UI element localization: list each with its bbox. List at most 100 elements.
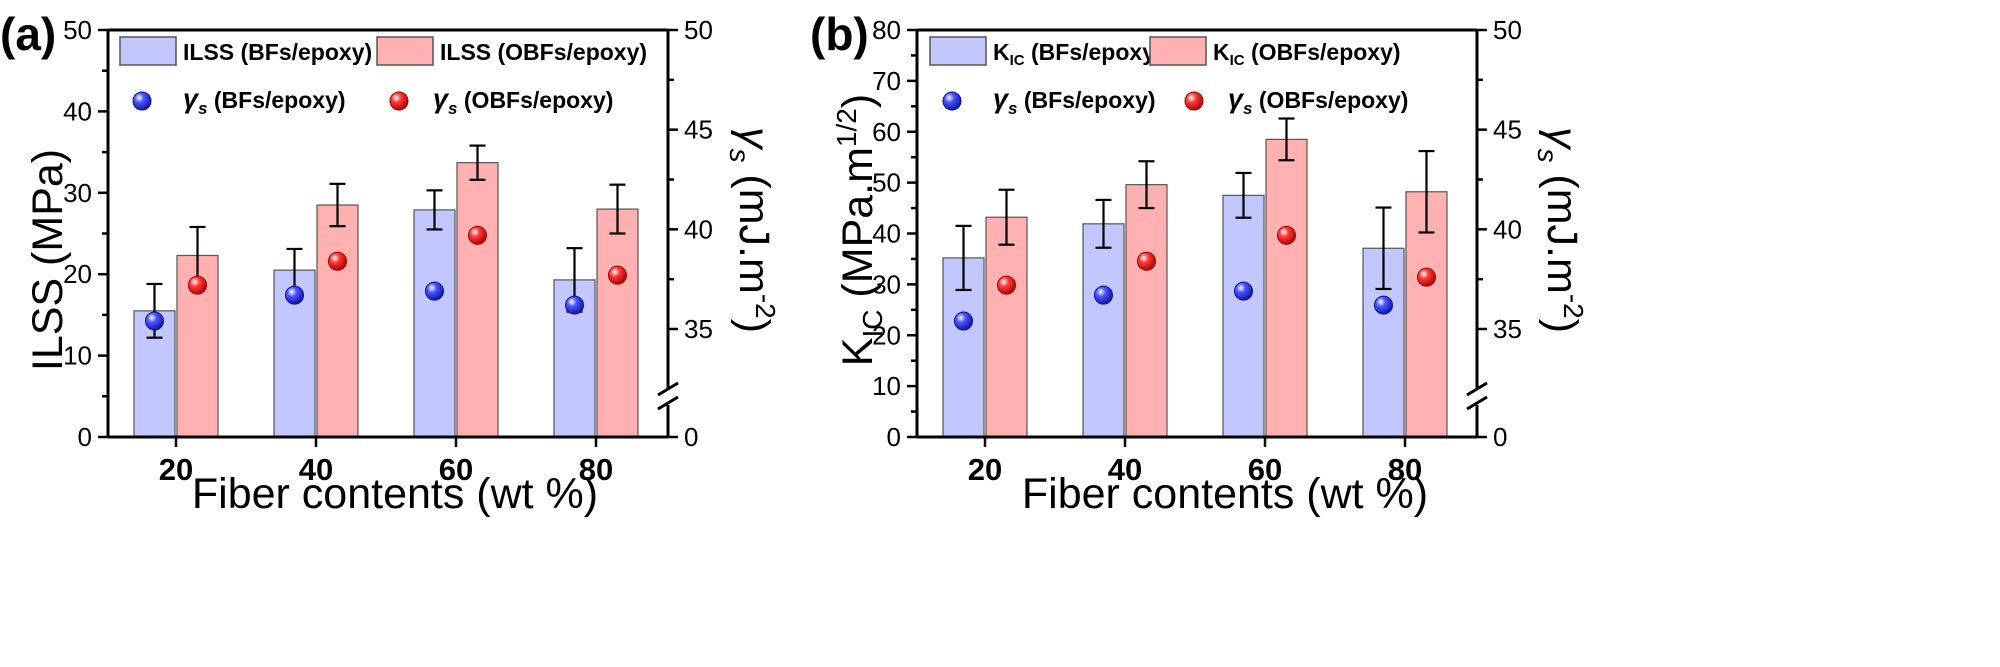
y2-tick-label-45: 45 xyxy=(1493,115,1522,145)
legend-label-gamma-obf: γs (OBFs/epoxy) xyxy=(433,84,613,118)
y-subscript-b: IC xyxy=(857,310,888,338)
legend-marker-gamma-obf xyxy=(389,91,409,111)
bar-obf-60 xyxy=(1265,138,1308,438)
y2-close-a: ) xyxy=(730,319,778,333)
y2-axis-label-b: γs (mJ.m-2) xyxy=(1532,127,1589,333)
legend-swatch-kic-obf xyxy=(1149,36,1207,66)
panel-label-a: (a) xyxy=(0,8,56,60)
y-axis-label-a: ILSS (MPa) xyxy=(24,149,72,371)
bar-obf-80 xyxy=(596,208,639,438)
y2-symbol-a: γ xyxy=(730,127,778,151)
y2-tick-label-35: 35 xyxy=(1493,314,1522,344)
y-tick-label-20: 20 xyxy=(63,259,92,289)
legend-label-gamma-obf-b: γs (OBFs/epoxy) xyxy=(1228,84,1408,118)
y-tick-label-50: 50 xyxy=(872,168,901,198)
y2-close-b: ) xyxy=(1538,319,1586,333)
y-tick-label-70: 70 xyxy=(872,66,901,96)
y-tick-label-50: 50 xyxy=(63,15,92,45)
y2-tick-label-0: 0 xyxy=(684,422,698,452)
legend-marker-gamma-bf-b xyxy=(942,91,962,111)
point-gamma-bf-80 xyxy=(1374,295,1393,315)
y2-tick-label-0: 0 xyxy=(1493,422,1507,452)
y-tick-label-20: 20 xyxy=(872,320,901,350)
y2-tick-label-35: 35 xyxy=(684,314,713,344)
x-tick-label-40: 40 xyxy=(1108,452,1142,487)
legend-marker-gamma-bf xyxy=(132,91,152,111)
y-tick-label-0: 0 xyxy=(887,422,901,452)
legend-marker-gamma-obf-b xyxy=(1184,91,1204,111)
y-tick-label-40: 40 xyxy=(872,219,901,249)
y2-subscript-a: s xyxy=(724,148,755,162)
legend-label-gamma-bf-b: γs (BFs/epoxy) xyxy=(993,84,1156,118)
y2-units-b: (mJ.m xyxy=(1538,162,1586,293)
bar-obf-40 xyxy=(1125,184,1168,438)
x-tick-label-80: 80 xyxy=(579,452,613,487)
chart-panel-b: (b) KIC (MPa.m1/2) γs (mJ.m-2) 0 10 20 30 40… xyxy=(810,8,1589,518)
y-units-b: (MPa.m xyxy=(834,147,882,309)
point-gamma-bf-20 xyxy=(145,311,164,331)
legend-swatch-ilss-bf xyxy=(119,36,177,66)
x-tick-label-60: 60 xyxy=(439,452,473,487)
y2-tick-label-45: 45 xyxy=(684,115,713,145)
y-axis-title-b: KIC (MPa.m1/2) xyxy=(831,94,888,366)
chart-panel-a: (a) ILSS (MPa) γs (mJ.m-2) 0 10 20 30 40 50 0 3… xyxy=(0,8,781,518)
legend-label-ilss-obf: ILSS (OBFs/epoxy) xyxy=(440,39,647,65)
y-axis-title-a: ILSS (MPa) xyxy=(24,149,72,371)
y2-tick-label-40: 40 xyxy=(1493,214,1522,244)
x-axis-label-b: Fiber contents (wt %) xyxy=(1022,470,1428,518)
x-tick-label-20: 20 xyxy=(968,452,1002,487)
y2-axis-title-b: γs (mJ.m-2) xyxy=(1532,127,1589,333)
bar-obf-40 xyxy=(316,204,359,438)
point-gamma-obf-60 xyxy=(468,225,487,245)
y-tick-label-40: 40 xyxy=(63,96,92,126)
y2-break-mark-1 xyxy=(1466,381,1488,397)
point-gamma-obf-40 xyxy=(328,251,347,271)
y2-break-mark-2 xyxy=(1466,395,1488,411)
y-tick-label-30: 30 xyxy=(872,269,901,299)
point-gamma-bf-40 xyxy=(1094,285,1113,305)
point-gamma-obf-20 xyxy=(188,275,207,295)
plot-area-b: 0 10 20 30 40 50 60 70 80 0 35 40 45 50 20 40 60 80 xyxy=(872,15,1522,487)
bar-bf-40 xyxy=(1082,223,1125,438)
legend-label-kic-obf: KIC (OBFs/epoxy) xyxy=(1213,39,1401,69)
point-gamma-bf-40 xyxy=(285,285,304,305)
legend-a: ILSS (BFs/epoxy) ILSS (OBFs/epoxy) γs (B… xyxy=(119,36,647,118)
point-gamma-bf-60 xyxy=(425,281,444,301)
bar-bf-60 xyxy=(1222,194,1265,438)
plot-area-a: 0 10 20 30 40 50 0 35 40 45 50 20 40 60 80 xyxy=(63,15,713,487)
y2-units-a: (mJ.m xyxy=(730,162,778,293)
y2-symbol-b: γ xyxy=(1538,127,1586,151)
y2-axis-title-a: γs (mJ.m-2) xyxy=(724,127,781,333)
y-tick-label-10: 10 xyxy=(872,371,901,401)
y2-superscript-a: -2 xyxy=(750,294,781,319)
legend-label-gamma-bf: γs (BFs/epoxy) xyxy=(183,84,346,118)
y-superscript-b: 1/2 xyxy=(831,108,862,147)
y2-subscript-b: s xyxy=(1532,148,1563,162)
y2-tick-label-50: 50 xyxy=(1493,15,1522,45)
bar-bf-60 xyxy=(413,209,456,438)
panel-label-b: (b) xyxy=(810,8,869,60)
x-axis-label-a: Fiber contents (wt %) xyxy=(192,470,598,518)
legend-b: KIC (BFs/epoxy) KIC (OBFs/epoxy) γs (BFs… xyxy=(929,36,1408,118)
legend-swatch-ilss-obf xyxy=(376,36,434,66)
y2-axis-label-a: γs (mJ.m-2) xyxy=(724,127,781,333)
bar-obf-60 xyxy=(456,162,499,438)
point-gamma-obf-80 xyxy=(608,265,627,285)
x-tick-label-20: 20 xyxy=(159,452,193,487)
y2-break-mark-1 xyxy=(657,381,679,397)
y2-tick-label-50: 50 xyxy=(684,15,713,45)
point-gamma-obf-60 xyxy=(1277,225,1296,245)
bar-obf-20 xyxy=(985,216,1028,438)
y-close-b: ) xyxy=(834,94,882,108)
y-tick-label-30: 30 xyxy=(63,178,92,208)
y2-superscript-b: -2 xyxy=(1558,294,1589,319)
point-gamma-bf-80 xyxy=(565,295,584,315)
point-gamma-obf-40 xyxy=(1137,251,1156,271)
y-main-b: K xyxy=(834,337,882,366)
point-gamma-obf-20 xyxy=(997,275,1016,295)
x-tick-label-60: 60 xyxy=(1248,452,1282,487)
legend-swatch-kic-bf xyxy=(929,36,987,66)
point-gamma-obf-80 xyxy=(1417,267,1436,287)
y-axis-label-b: KIC (MPa.m1/2) xyxy=(831,94,888,366)
